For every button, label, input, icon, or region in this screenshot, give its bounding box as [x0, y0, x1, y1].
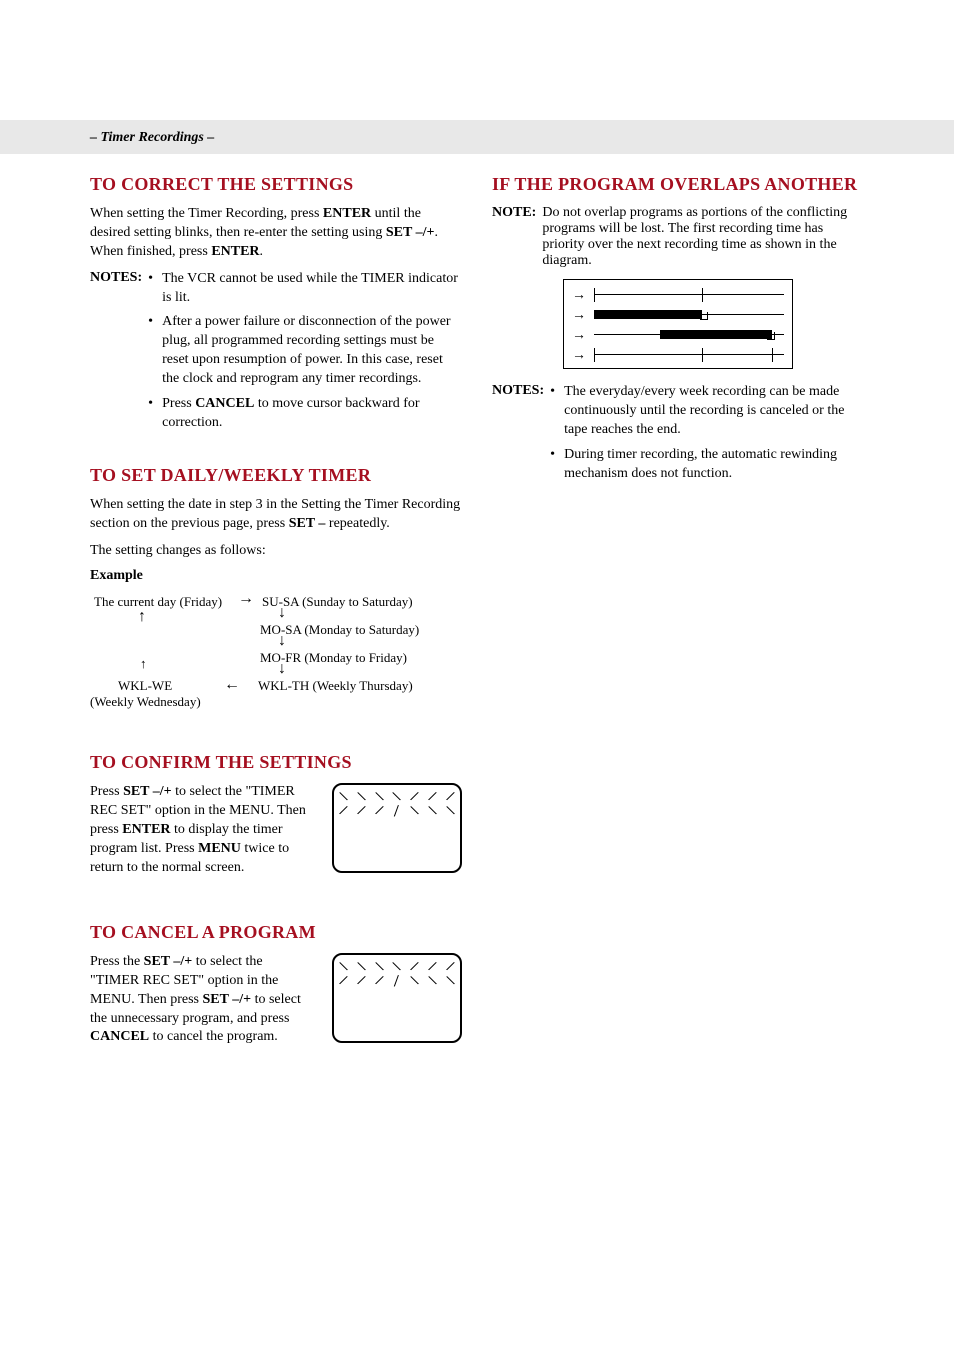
notes-overlap: NOTES: The everyday/every week recording… — [492, 383, 864, 489]
arrow-right-icon: → — [238, 590, 254, 608]
note-item: Press CANCEL to move cursor backward for… — [148, 395, 462, 433]
note-body: Do not overlap programs as portions of t… — [542, 205, 864, 269]
notes-label: NOTES: — [90, 270, 142, 439]
heading-confirm: TO CONFIRM THE SETTINGS — [90, 752, 462, 773]
arrow-right-icon: → — [572, 288, 586, 304]
arrow-right-icon: → — [572, 348, 586, 364]
heading-overlap: IF THE PROGRAM OVERLAPS ANOTHER — [492, 174, 864, 195]
p-daily-weekly: When setting the date in step 3 in the S… — [90, 496, 462, 534]
note-item: The everyday/every week recording can be… — [550, 383, 864, 440]
screen-mock-confirm: \\\\/// ///|\\\ — [332, 783, 462, 873]
example-label: Example — [90, 568, 462, 584]
heading-cancel: TO CANCEL A PROGRAM — [90, 922, 462, 943]
right-column: IF THE PROGRAM OVERLAPS ANOTHER NOTE: Do… — [492, 174, 864, 1047]
flow-node: (Weekly Wednesday) — [90, 694, 201, 710]
p-daily-weekly-2: The setting changes as follows: — [90, 542, 462, 561]
note-item: During timer recording, the automatic re… — [550, 446, 864, 484]
note-overlap: NOTE: Do not overlap programs as portion… — [492, 205, 864, 269]
left-column: TO CORRECT THE SETTINGS When setting the… — [90, 174, 462, 1047]
screen-mock-cancel: \\\\/// ///|\\\ — [332, 953, 462, 1043]
arrow-right-icon: → — [572, 308, 586, 324]
arrow-up-icon: ↑ — [138, 608, 146, 626]
arrow-down-icon: ↓ — [278, 660, 286, 678]
arrow-down-icon: ↓ — [278, 604, 286, 622]
p-correct-settings: When setting the Timer Recording, press … — [90, 205, 462, 262]
overlap-diagram: → → → → — [563, 279, 793, 369]
notes-correct: NOTES: The VCR cannot be used while the … — [90, 270, 462, 439]
breadcrumb: – Timer Recordings – — [90, 130, 214, 145]
page-header-bar: – Timer Recordings – — [0, 120, 954, 154]
note-item: After a power failure or disconnection o… — [148, 313, 462, 389]
heading-correct-settings: TO CORRECT THE SETTINGS — [90, 174, 462, 195]
page-body: TO CORRECT THE SETTINGS When setting the… — [0, 154, 954, 1047]
arrow-right-icon: → — [572, 328, 586, 344]
heading-daily-weekly: TO SET DAILY/WEEKLY TIMER — [90, 465, 462, 486]
notes-list-overlap: The everyday/every week recording can be… — [550, 383, 864, 483]
confirm-text: Press SET –/+ to select the "TIMER REC S… — [90, 783, 314, 877]
note-label: NOTE: — [492, 205, 536, 269]
arrow-left-icon: ← — [224, 676, 240, 694]
notes-label: NOTES: — [492, 383, 544, 489]
confirm-block: Press SET –/+ to select the "TIMER REC S… — [90, 783, 462, 877]
arrow-up-dashed-icon: ↑ — [140, 656, 147, 672]
flow-node: WKL-TH (Weekly Thursday) — [258, 678, 413, 694]
notes-list-correct: The VCR cannot be used while the TIMER i… — [148, 270, 462, 433]
arrow-down-icon: ↓ — [278, 632, 286, 650]
flow-node: WKL-WE — [118, 678, 172, 694]
flow-diagram: The current day (Friday) → SU-SA (Sunday… — [90, 590, 450, 730]
cancel-block: Press the SET –/+ to select the "TIMER R… — [90, 953, 462, 1047]
cancel-text: Press the SET –/+ to select the "TIMER R… — [90, 953, 314, 1047]
flow-node: The current day (Friday) — [94, 594, 222, 610]
note-item: The VCR cannot be used while the TIMER i… — [148, 270, 462, 308]
